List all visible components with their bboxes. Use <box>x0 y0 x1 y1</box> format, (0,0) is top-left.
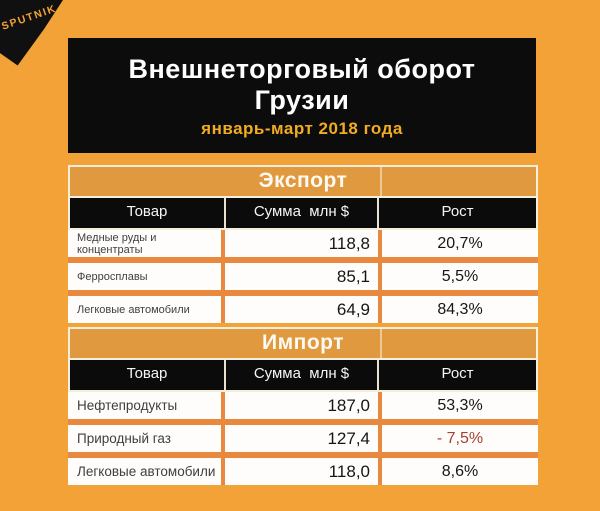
column-header-growth: Рост <box>377 198 536 228</box>
column-header-amount: Сумма млн $ <box>224 360 377 390</box>
table-row: Легковые автомобили 118,0 8,6% <box>68 452 538 485</box>
trade-table: Экспорт Товар Сумма млн $ Рост Медные ру… <box>68 165 538 485</box>
export-column-header-row: Товар Сумма млн $ Рост <box>68 198 538 230</box>
product-cell: Нефтепродукты <box>68 392 221 419</box>
growth-cell: 84,3% <box>382 296 538 323</box>
export-section: Экспорт Товар Сумма млн $ Рост Медные ру… <box>68 165 538 323</box>
table-row: Медные руды и концентраты 118,8 20,7% <box>68 230 538 257</box>
import-section: Импорт Товар Сумма млн $ Рост Нефтепроду… <box>68 327 538 485</box>
amount-cell: 187,0 <box>225 392 378 419</box>
amount-cell: 64,9 <box>225 296 378 323</box>
table-row: Ферросплавы 85,1 5,5% <box>68 257 538 290</box>
growth-cell: 20,7% <box>382 230 538 257</box>
section-bar-seam <box>380 167 382 196</box>
table-row: Нефтепродукты 187,0 53,3% <box>68 392 538 419</box>
product-cell: Легковые автомобили <box>68 458 221 485</box>
export-section-header: Экспорт <box>68 165 538 198</box>
product-cell: Природный газ <box>68 425 221 452</box>
column-header-product: Товар <box>126 365 168 382</box>
amount-cell: 118,8 <box>225 230 378 257</box>
growth-cell: 5,5% <box>382 263 538 290</box>
product-cell: Легковые автомобили <box>68 296 221 323</box>
page-title-line1: Внешнеторговый оборот <box>128 54 476 84</box>
page-title-line2: Грузии <box>254 85 350 115</box>
sputnik-logo-text: SPUTNIK <box>0 2 59 33</box>
import-section-header: Импорт <box>68 327 538 360</box>
table-row: Природный газ 127,4 - 7,5% <box>68 419 538 452</box>
amount-cell: 127,4 <box>225 425 378 452</box>
amount-cell: 85,1 <box>225 263 378 290</box>
export-section-title: Экспорт <box>258 169 348 192</box>
section-bar-seam <box>380 329 382 358</box>
column-header-amount: Сумма млн $ <box>224 198 377 228</box>
amount-cell: 118,0 <box>225 458 378 485</box>
growth-cell-negative: - 7,5% <box>382 425 538 452</box>
infographic-header: Внешнеторговый оборот Грузии январь-март… <box>68 38 536 153</box>
column-header-product: Товар <box>126 203 168 220</box>
page-subtitle: январь-март 2018 года <box>201 119 403 138</box>
growth-cell: 53,3% <box>382 392 538 419</box>
table-row: Легковые автомобили 64,9 84,3% <box>68 290 538 323</box>
import-section-title: Импорт <box>262 331 344 354</box>
product-cell: Ферросплавы <box>68 263 221 290</box>
column-header-growth: Рост <box>377 360 536 390</box>
growth-cell: 8,6% <box>382 458 538 485</box>
import-column-header-row: Товар Сумма млн $ Рост <box>68 360 538 392</box>
product-cell: Медные руды и концентраты <box>68 230 221 257</box>
sputnik-logo: SPUTNIK <box>0 0 63 66</box>
